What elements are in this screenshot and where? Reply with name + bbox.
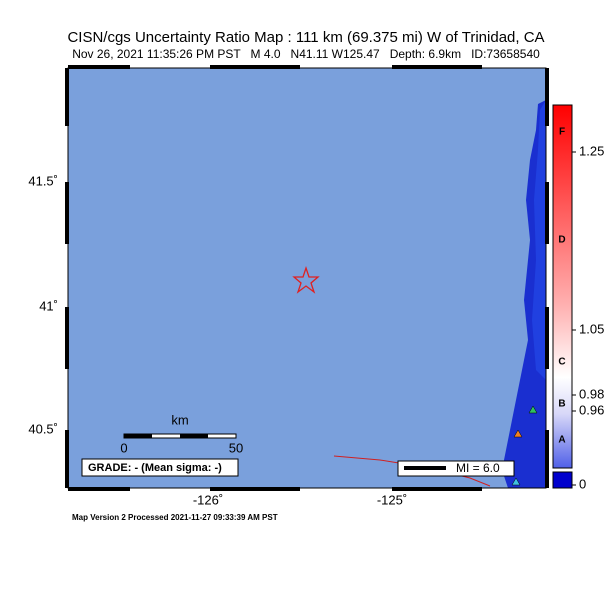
- station: [511, 477, 521, 486]
- footer: Map Version 2 Processed 2021-11-27 09:33…: [72, 513, 278, 522]
- colorbar-zero: [552, 471, 573, 489]
- land-shade: [532, 100, 546, 380]
- lat-label: 41˚: [39, 298, 58, 313]
- scale-bar: [180, 434, 208, 438]
- colorbar-letter: F: [559, 127, 565, 138]
- colorbar-tick-label: 0.98: [579, 386, 604, 401]
- colorbar-tick-label: 0: [579, 476, 586, 491]
- subtitle: Nov 26, 2021 11:35:26 PM PST M 4.0 N41.1…: [72, 47, 540, 61]
- map-frame: [67, 67, 547, 489]
- grade-text: GRADE: - (Mean sigma: -): [88, 462, 222, 474]
- lat-label: 41.5˚: [28, 173, 58, 188]
- colorbar-letter: B: [558, 399, 565, 410]
- lat-label: 40.5˚: [28, 421, 58, 436]
- scale-unit: km: [171, 412, 188, 427]
- scale-bar: [124, 434, 152, 438]
- colorbar-letter: C: [558, 357, 565, 368]
- colorbar-tick-label: 1.05: [579, 321, 604, 336]
- station: [513, 429, 523, 438]
- title: CISN/cgs Uncertainty Ratio Map : 111 km …: [67, 29, 544, 46]
- colorbar: [552, 104, 573, 469]
- colorbar-letter: D: [558, 235, 565, 246]
- mi-legend-text: MI = 6.0: [456, 461, 500, 475]
- station: [528, 405, 538, 414]
- lon-label: -126˚: [193, 492, 223, 507]
- mi-legend-box: [397, 460, 515, 477]
- colorbar-tick-label: 1.25: [579, 143, 604, 158]
- colorbar-letter: A: [558, 435, 565, 446]
- colorbar-tick-label: 0.96: [579, 402, 604, 417]
- lon-label: -125˚: [377, 492, 407, 507]
- scale-label: 50: [229, 440, 243, 455]
- scale-label: 0: [120, 440, 127, 455]
- ocean: [68, 68, 546, 488]
- grade-box: [81, 458, 239, 477]
- frame-border: [65, 65, 549, 491]
- epicenter: [292, 265, 320, 294]
